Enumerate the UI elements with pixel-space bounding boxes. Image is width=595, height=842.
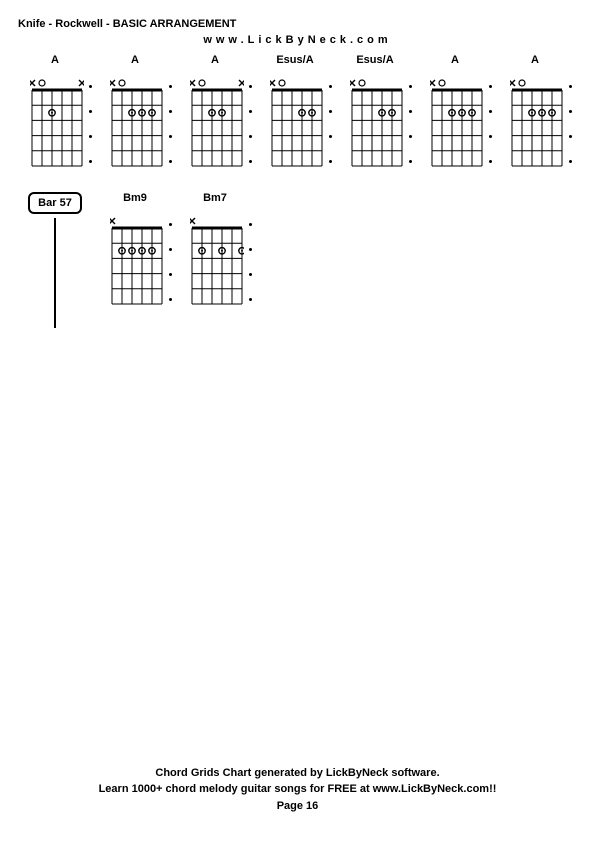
chord-row-1: A A A Esus/A Esus/A A A — [18, 54, 572, 168]
beat-dots — [409, 74, 412, 174]
chord-diagram — [190, 74, 240, 168]
bar-label: Bar 57 — [28, 192, 82, 214]
chord-block: Esus/A — [338, 54, 412, 168]
chord-diagram — [110, 212, 160, 306]
chord-name: Esus/A — [276, 54, 313, 68]
chord-name: A — [51, 54, 59, 68]
chord-diagram — [510, 74, 560, 168]
chord-block: Esus/A — [258, 54, 332, 168]
footer-line-3: Page 16 — [0, 798, 595, 815]
chord-name: Bm9 — [123, 192, 147, 206]
chord-diagram — [110, 74, 160, 168]
chord-diagram — [350, 74, 400, 168]
beat-dots — [489, 74, 492, 174]
footer-line-2: Learn 1000+ chord melody guitar songs fo… — [0, 781, 595, 798]
chord-name: A — [131, 54, 139, 68]
chord-name: A — [451, 54, 459, 68]
beat-dots — [169, 74, 172, 174]
page-subtitle: www.LickByNeck.com — [0, 34, 595, 46]
chord-name: Esus/A — [356, 54, 393, 68]
chord-diagram — [190, 212, 240, 306]
chord-block: Bm7 — [178, 192, 252, 328]
footer-line-1: Chord Grids Chart generated by LickByNec… — [0, 765, 595, 782]
beat-dots — [569, 74, 572, 174]
chord-name: Bm7 — [203, 192, 227, 206]
chord-block: A — [498, 54, 572, 168]
chord-block: A — [98, 54, 172, 168]
chord-row-2: Bar 57 Bm9 Bm7 — [18, 192, 252, 328]
page-footer: Chord Grids Chart generated by LickByNec… — [0, 765, 595, 815]
chord-name: A — [211, 54, 219, 68]
chord-block: Bm9 — [98, 192, 172, 328]
beat-dots — [89, 74, 92, 174]
chord-diagram — [30, 74, 80, 168]
chord-block: A — [18, 54, 92, 168]
beat-dots — [249, 212, 252, 312]
chord-chart-page: Knife - Rockwell - BASIC ARRANGEMENT www… — [0, 0, 595, 842]
beat-dots — [249, 74, 252, 174]
beat-dots — [329, 74, 332, 174]
page-title: Knife - Rockwell - BASIC ARRANGEMENT — [18, 18, 236, 30]
bar-marker: Bar 57 — [18, 192, 92, 328]
bar-line — [54, 218, 56, 328]
chord-name: A — [531, 54, 539, 68]
chord-block: A — [178, 54, 252, 168]
beat-dots — [169, 212, 172, 312]
chord-diagram — [270, 74, 320, 168]
chord-diagram — [430, 74, 480, 168]
chord-block: A — [418, 54, 492, 168]
